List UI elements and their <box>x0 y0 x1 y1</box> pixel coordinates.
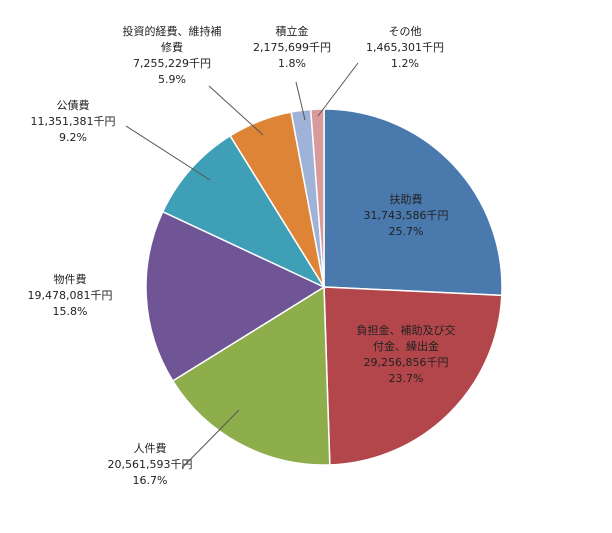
slice-label: その他 1,465,301千円 1.2% <box>366 25 444 70</box>
slice-labels: 扶助費 31,743,586千円 25.7% 負担金、補助及び交付金、繰出金 29,25… <box>28 24 456 487</box>
pie-slice <box>323 286 503 466</box>
slice-label-line: 付金、繰出金 <box>373 339 439 353</box>
slice-label: 積立金 2,175,699千円 1.8% <box>253 24 331 70</box>
slice-label-line: 31,743,586千円 <box>364 209 449 222</box>
slice-label-line: 人件費 <box>134 441 167 455</box>
slice-label-line: 23.7% <box>389 372 424 385</box>
pie-slice <box>323 108 503 297</box>
slice-label-line: 29,256,856千円 <box>364 356 449 369</box>
slice-label-line: 1.2% <box>391 57 419 70</box>
pie-slice <box>171 285 331 466</box>
leader-line <box>295 81 306 121</box>
slice-label-line: 19,478,081千円 <box>28 289 113 302</box>
slice-label-line: 修費 <box>161 40 183 54</box>
slice-label-line: その他 <box>389 25 422 38</box>
slice-label-line: 5.9% <box>158 73 186 86</box>
slice-label-line: 16.7% <box>133 474 168 487</box>
pie-slices <box>145 108 503 466</box>
slice-label-line: 公債費 <box>57 98 90 112</box>
slice-label-line: 扶助費 <box>390 192 423 206</box>
slice-label-line: 20,561,593千円 <box>108 458 193 471</box>
slice-label: 投資的経費、維持補修費 7,255,229千円 5.9% <box>123 24 222 86</box>
pie-slice <box>161 134 326 289</box>
leader-line <box>125 125 211 181</box>
leader-lines <box>125 62 359 469</box>
slice-label-line: 2,175,699千円 <box>253 41 331 54</box>
leader-line <box>208 85 264 136</box>
slice-label-line: 投資的経費、維持補 <box>123 24 222 38</box>
slice-label: 公債費 11,351,381千円 9.2% <box>31 98 116 144</box>
pie-slice <box>145 210 326 382</box>
slice-label-line: 1.8% <box>278 57 306 70</box>
leader-line <box>181 409 240 469</box>
slice-label-line: 15.8% <box>53 305 88 318</box>
slice-label-line: 負担金、補助及び交 <box>357 323 456 337</box>
slice-label-line: 9.2% <box>59 131 87 144</box>
slice-label-line: 25.7% <box>389 225 424 238</box>
slice-label: 扶助費 31,743,586千円 25.7% <box>364 192 449 238</box>
slice-label-line: 11,351,381千円 <box>31 115 116 128</box>
slice-label-line: 1,465,301千円 <box>366 41 444 54</box>
slice-label-line: 7,255,229千円 <box>133 57 211 70</box>
slice-label: 物件費 19,478,081千円 15.8% <box>28 272 113 318</box>
slice-label: 負担金、補助及び交付金、繰出金 29,256,856千円 23.7% <box>357 323 456 385</box>
slice-label-line: 積立金 <box>276 24 309 38</box>
leader-line <box>317 62 359 117</box>
slice-label: 人件費 20,561,593千円 16.7% <box>108 441 193 487</box>
pie-slice <box>309 108 325 288</box>
slice-label-line: 物件費 <box>54 272 87 286</box>
